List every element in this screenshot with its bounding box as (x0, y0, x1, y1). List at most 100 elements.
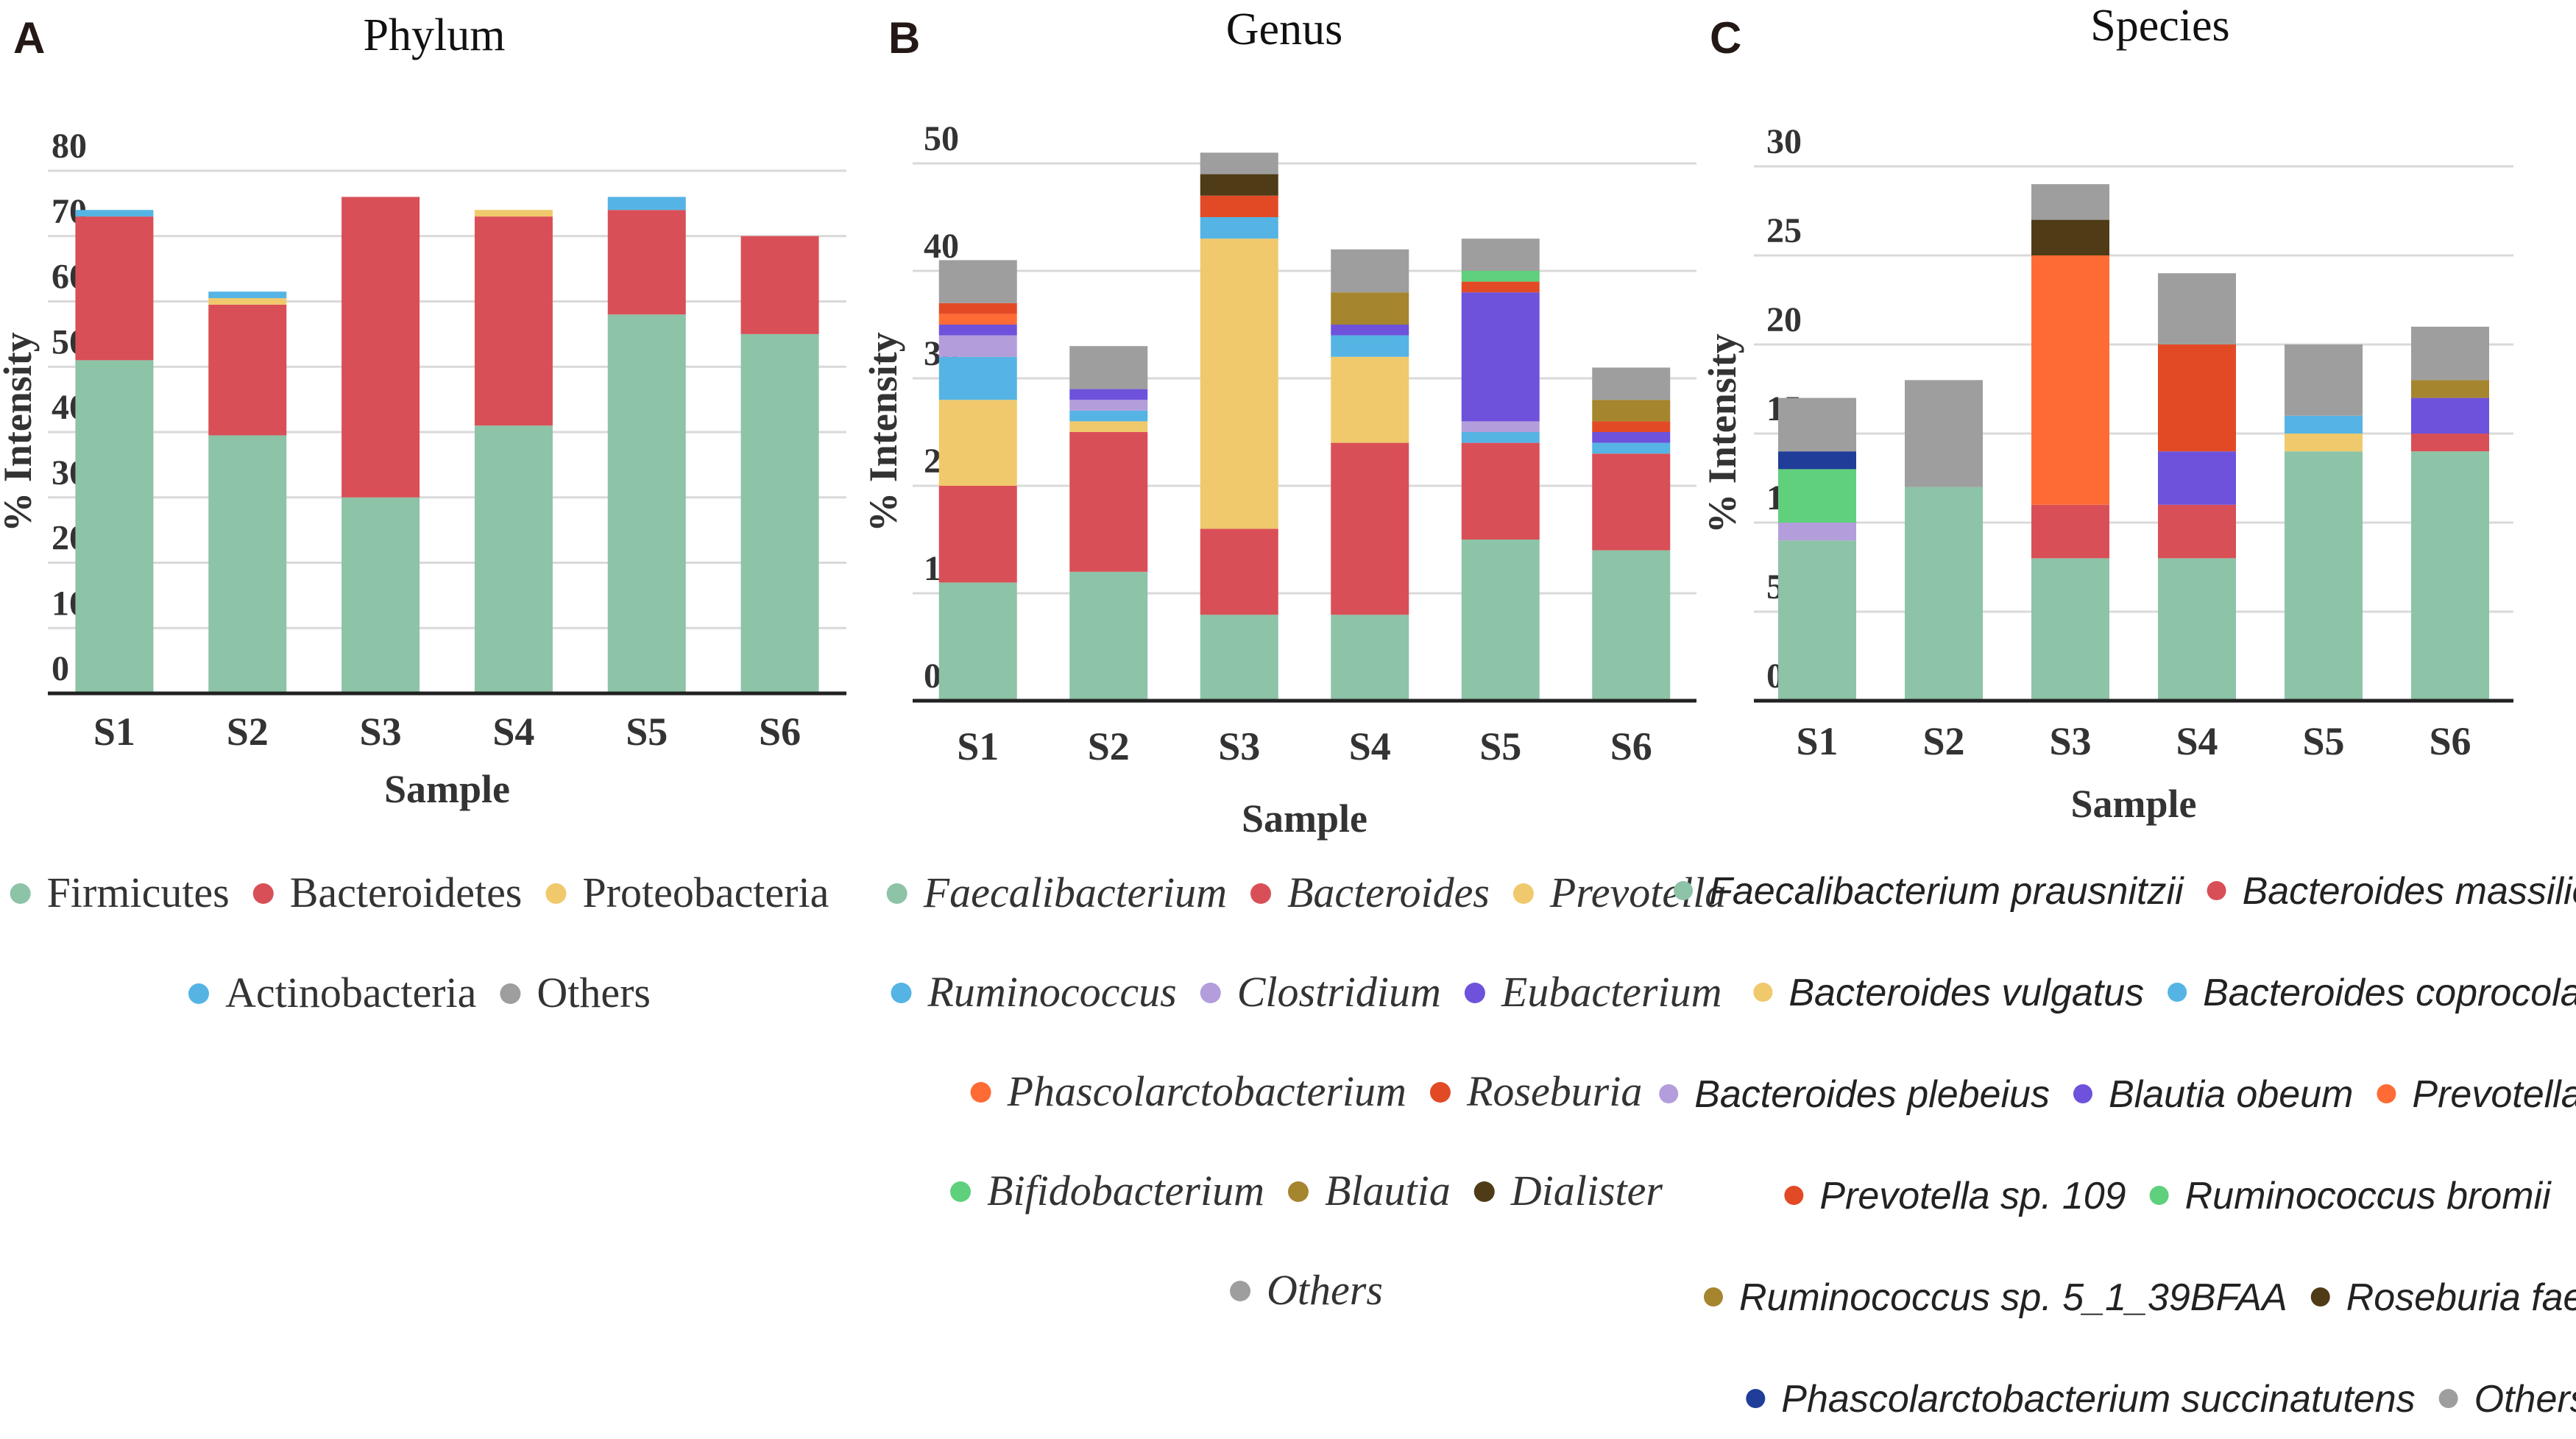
bar-segment-s1-eubacterium (938, 325, 1017, 336)
bar-segment-s4-faecalibacterium-prausnitzii (2158, 558, 2236, 701)
bar-segment-s1-bacteroides-plebeius (1778, 523, 1856, 541)
bar-segment-s6-bacteroides-massiliensis (2411, 434, 2489, 452)
panel-letter: A (13, 13, 45, 63)
panel-letter: C (1710, 13, 1741, 63)
bar-segment-s5-bacteroides (1461, 442, 1540, 540)
bar-segment-s1-ruminococcus (938, 356, 1017, 400)
legend-item: Actinobacteria (188, 969, 476, 1017)
bar-segment-s4-eubacterium (1331, 325, 1409, 336)
y-tick-label: 0 (52, 649, 69, 688)
bar-segment-s6-others (2411, 326, 2489, 381)
legend-item: Phascolarctobacterium (970, 1067, 1406, 1115)
bar-segment-s3-faecalibacterium (1200, 615, 1278, 701)
bar-segment-s3-prevotella (1200, 238, 1278, 529)
legend-item: Faecalibacterium prausnitzii (1674, 870, 2184, 913)
bar-segment-s1-faecalibacterium-prausnitzii (1778, 540, 1856, 701)
legend-item: Faecalibacterium (886, 869, 1227, 916)
y-tick-label: 80 (52, 127, 87, 166)
x-tick-label: S2 (1922, 719, 1964, 763)
bar-segment-s5-bifidobacterium (1461, 271, 1540, 282)
bar-segment-s2-faecalibacterium (1069, 571, 1148, 701)
legend-item: Others (2438, 1378, 2576, 1421)
bar-segment-s3-prevotella-copri (2031, 255, 2109, 505)
x-tick-label: S4 (2176, 719, 2218, 763)
legend-label: Blautia obeum (2109, 1073, 2353, 1116)
x-tick-label: S5 (2302, 719, 2344, 763)
x-tick-label: S1 (1796, 719, 1838, 763)
bar-segment-s6-firmicutes (740, 333, 819, 693)
legend-marker (2438, 1389, 2458, 1408)
bar-segment-s4-others (1331, 249, 1409, 293)
legend-label: Phascolarctobacterium succinatutens (1781, 1378, 2415, 1421)
bar-segment-s2-others (1905, 380, 1983, 487)
bar-segment-s1-bacteroidetes (75, 216, 154, 361)
bar-segment-s5-others (2285, 344, 2363, 416)
legend-marker (1659, 1084, 1679, 1103)
legend-item: Clostridium (1200, 968, 1441, 1016)
legend-marker (545, 883, 567, 904)
bar-segment-s6-ruminococcus (1592, 442, 1671, 454)
x-tick-label: S1 (93, 710, 135, 754)
legend-marker (1746, 1389, 1766, 1408)
bar-segment-s6-bacteroidetes (740, 236, 819, 334)
bar-segment-s2-bacteroides (1069, 432, 1148, 572)
bar-segment-s3-others (2031, 184, 2109, 220)
legend-item: Bacteroides plebeius (1659, 1073, 2050, 1116)
panel-c: CSpecies051015202530S1S2S3S4S5S6Sample% … (1659, 1, 2576, 1421)
bar-segment-s5-firmicutes (607, 314, 686, 693)
y-axis-label: % Intensity (1700, 333, 1744, 534)
legend-marker (2149, 1186, 2169, 1205)
legend-item: Bifidobacterium (950, 1167, 1264, 1215)
x-tick-label: S3 (2049, 719, 2091, 763)
bar-segment-s3-bacteroides-massiliensis (2031, 504, 2109, 559)
bar-segment-s1-phascolarctobacterium-succinatutens (1778, 451, 1856, 470)
bar-segment-s4-prevotella (1331, 356, 1409, 443)
legend-marker (2377, 1084, 2396, 1103)
legend-item: Roseburia (1429, 1067, 1642, 1115)
legend-marker (1703, 1287, 1723, 1307)
bar-segment-s5-bacteroides-coprocola (2285, 415, 2363, 434)
bar-segment-s1-actinobacteria (75, 210, 154, 217)
x-tick-label: S5 (626, 710, 668, 754)
legend-item: Others (500, 969, 651, 1017)
legend-marker (1674, 881, 1694, 900)
x-tick-label: S2 (227, 710, 269, 754)
legend-label: Prevotella copri (2412, 1073, 2576, 1116)
bar-segment-s1-faecalibacterium (938, 582, 1017, 701)
x-tick-label: S5 (1479, 724, 1521, 768)
bar-segment-s5-clostridium (1461, 421, 1540, 432)
bar-segment-s4-proteobacteria (474, 210, 553, 217)
bar-segment-s5-faecalibacterium (1461, 540, 1540, 701)
bar-segment-s5-others (1461, 238, 1540, 271)
bar-segment-s1-bacteroides (938, 486, 1017, 583)
legend-item: Phascolarctobacterium succinatutens (1746, 1378, 2416, 1421)
legend-item: Proteobacteria (545, 869, 829, 916)
legend-item: Bacteroides coprocola (2168, 972, 2576, 1014)
legend-item: Dialister (1473, 1167, 1663, 1215)
legend-marker (1464, 983, 1485, 1003)
bar-segment-s3-others (1200, 152, 1278, 174)
x-tick-label: S6 (759, 710, 801, 754)
legend-marker (1512, 883, 1534, 904)
legend-item: Bacteroides vulgatus (1753, 972, 2144, 1014)
bar-segment-s6-ruminococcus-sp-5-1-39bfaa (2411, 380, 2489, 398)
x-tick-label: S6 (2429, 719, 2471, 763)
bar-segment-s2-others (1069, 346, 1148, 389)
legend-marker (2207, 881, 2226, 900)
legend-marker (2168, 983, 2187, 1002)
y-tick-label: 30 (1766, 122, 1802, 161)
bar-segment-s1-others (938, 260, 1017, 303)
legend-label: Others (537, 969, 651, 1017)
bar-segment-s4-bacteroidetes (474, 216, 553, 426)
legend-label: Clostridium (1237, 968, 1441, 1016)
bar-segment-s1-prevotella (938, 400, 1017, 486)
legend-label: Prevotella (1549, 869, 1726, 916)
legend-item: Bacteroidetes (252, 869, 523, 916)
legend-label: Roseburia faecis (2346, 1276, 2576, 1319)
legend-label: Firmicutes (47, 869, 230, 916)
legend-label: Blautia (1325, 1167, 1451, 1215)
legend-item: Ruminococcus sp. 5_1_39BFAA (1703, 1276, 2287, 1319)
legend-label: Bacteroidetes (290, 869, 523, 916)
x-tick-label: S3 (1218, 724, 1260, 768)
